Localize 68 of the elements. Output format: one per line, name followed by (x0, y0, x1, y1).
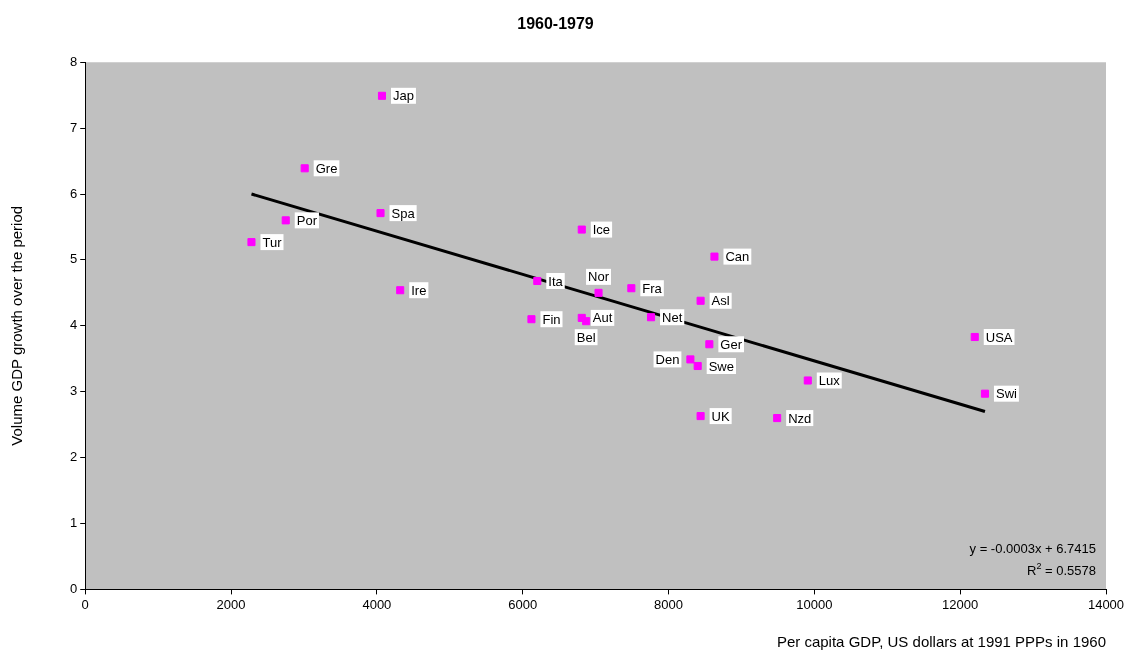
annotation: Bel (576, 329, 596, 345)
point (970, 332, 979, 342)
x-tick-label: 8000 (654, 596, 683, 612)
x-axis-title: Per capita GDP, US dollars at 1991 PPPs in 1960 (776, 633, 1106, 651)
point (533, 276, 542, 286)
point (693, 361, 702, 371)
annotation: Lux (818, 373, 841, 389)
annotation: Ice (592, 222, 611, 238)
annotation: Den (655, 351, 680, 367)
annotation: Gre (315, 160, 338, 176)
annotation: Ger (720, 336, 743, 352)
point (696, 296, 705, 305)
point (773, 414, 782, 423)
y-tick-label: 5 (70, 251, 78, 267)
y-tick-label: 3 (70, 383, 78, 399)
annotation: Can (725, 249, 750, 265)
annotation: USA (985, 329, 1013, 345)
point (281, 216, 290, 225)
point (247, 238, 256, 247)
annotation: Swi (995, 386, 1018, 402)
point (396, 286, 405, 295)
annotation: Por (296, 212, 318, 228)
y-tick-label: 0 (70, 580, 78, 596)
y-tick-label: 6 (70, 185, 78, 201)
point (705, 340, 714, 349)
point (980, 389, 989, 398)
x-tick-label: 14000 (1087, 596, 1125, 612)
y-tick-label: 4 (70, 317, 78, 333)
x-tick-label: 10000 (796, 596, 833, 612)
annotation: Asl (711, 293, 730, 309)
y-tick-label: 7 (70, 119, 78, 135)
y-tick-label: 8 (70, 53, 78, 69)
point (376, 209, 385, 218)
x-tick-label: 6000 (508, 596, 538, 612)
y-tick-label: 2 (70, 449, 78, 465)
annotation: Spa (391, 205, 416, 221)
point (300, 164, 309, 173)
point (377, 91, 387, 100)
point (646, 313, 656, 322)
annotation: Net (662, 309, 683, 325)
point (627, 284, 636, 293)
x-tick-label: 0 (81, 596, 89, 612)
annotation: Nzd (788, 410, 812, 426)
point (577, 225, 586, 234)
x-tick-label: 4000 (362, 596, 392, 612)
point (527, 315, 536, 324)
annotation: Jap (392, 88, 414, 104)
annotation: Tur (262, 234, 283, 250)
annotation: Nor (588, 269, 610, 285)
point (594, 288, 603, 297)
annotation: UK (711, 408, 730, 424)
annotation: y = -0.0003x + 6.7415 (969, 540, 1096, 556)
point (710, 252, 719, 261)
annotation: Fra (642, 280, 663, 296)
annotation: Aut (592, 310, 613, 326)
annotation: Ire (411, 282, 427, 298)
annotation: Swe (708, 358, 734, 374)
x-tick-label: 2000 (216, 596, 246, 612)
y-tick-label: 1 (70, 515, 78, 531)
point (686, 355, 695, 364)
chart-title: 1960-1979 (517, 15, 594, 33)
annotation: Ita (548, 273, 564, 289)
point (582, 317, 591, 326)
annotation: Fin (542, 311, 561, 327)
point (696, 412, 705, 421)
point (803, 376, 812, 385)
x-tick-label: 12000 (942, 596, 979, 612)
y-axis-title: Volume GDP growth over the period (8, 205, 26, 446)
